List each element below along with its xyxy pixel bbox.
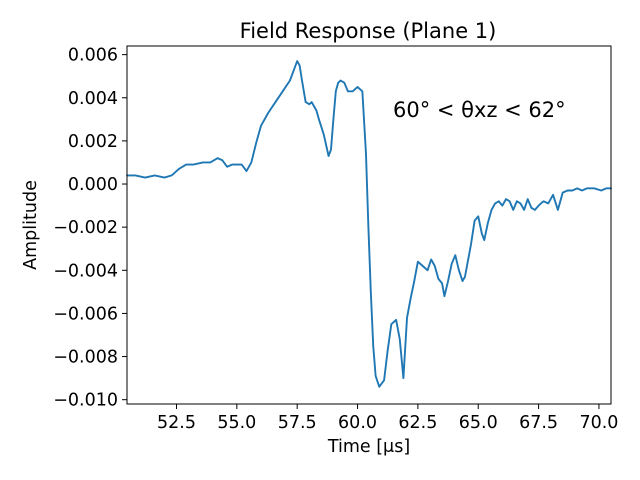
y-tick-label: −0.002: [53, 218, 118, 238]
y-tick-label: 0.004: [68, 89, 118, 109]
y-tick-label: 0.006: [68, 46, 118, 66]
y-tick-label: −0.006: [53, 304, 118, 324]
y-tick-label: 0.002: [68, 132, 118, 152]
angle-range-annotation: 60° < θxz < 62°: [393, 98, 566, 122]
x-tick-label: 67.5: [519, 413, 558, 433]
y-tick-label: −0.008: [53, 348, 118, 368]
x-tick-label: 57.5: [278, 413, 317, 433]
x-tick-label: 65.0: [459, 413, 498, 433]
x-axis: 52.5 55.0 57.5 60.0 62.5 65.0 67.5 70.0: [157, 404, 618, 433]
x-tick-label: 55.0: [217, 413, 256, 433]
y-tick-label: −0.004: [53, 261, 118, 281]
chart-title: Field Response (Plane 1): [240, 19, 497, 43]
x-tick-label: 52.5: [157, 413, 196, 433]
plot-frame: [126, 45, 612, 405]
x-axis-label: Time [μs]: [327, 437, 410, 457]
x-tick-label: 70.0: [579, 413, 618, 433]
plot-area: [126, 60, 612, 388]
y-tick-label: 0.000: [68, 175, 118, 195]
y-tick-label: −0.010: [53, 391, 118, 411]
y-axis: −0.010 −0.008 −0.006 −0.004 −0.002 0.000 0.002…: [53, 46, 127, 411]
x-tick-label: 62.5: [398, 413, 437, 433]
y-axis-label: Amplitude: [21, 180, 41, 270]
x-tick-label: 60.0: [338, 413, 377, 433]
series-line: [126, 60, 612, 388]
